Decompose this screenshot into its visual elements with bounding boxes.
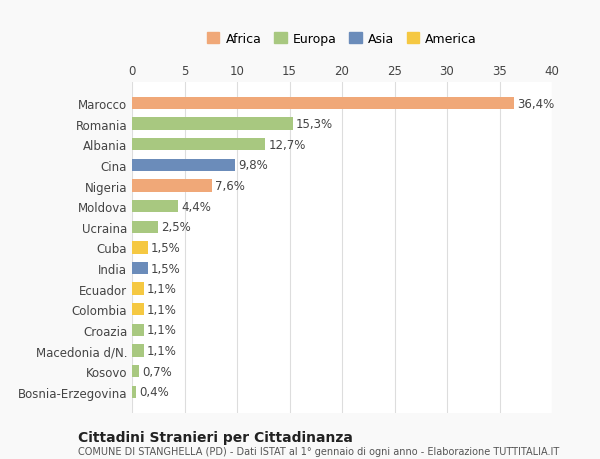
Text: 1,5%: 1,5% [151, 241, 181, 254]
Bar [132, 262, 148, 274]
Text: 7,6%: 7,6% [215, 179, 245, 193]
Text: 1,1%: 1,1% [146, 324, 176, 336]
Bar [132, 221, 158, 234]
Bar [132, 303, 143, 316]
Text: 36,4%: 36,4% [517, 97, 554, 110]
Text: Cittadini Stranieri per Cittadinanza: Cittadini Stranieri per Cittadinanza [78, 430, 353, 444]
Bar [132, 386, 136, 398]
Text: 0,7%: 0,7% [143, 365, 172, 378]
Text: 15,3%: 15,3% [296, 118, 333, 131]
Bar [132, 201, 178, 213]
Legend: Africa, Europa, Asia, America: Africa, Europa, Asia, America [203, 29, 481, 50]
Text: 1,1%: 1,1% [146, 283, 176, 296]
Text: COMUNE DI STANGHELLA (PD) - Dati ISTAT al 1° gennaio di ogni anno - Elaborazione: COMUNE DI STANGHELLA (PD) - Dati ISTAT a… [78, 447, 559, 456]
Bar [132, 283, 143, 295]
Bar [132, 242, 148, 254]
Text: 1,1%: 1,1% [146, 303, 176, 316]
Bar [132, 118, 293, 130]
Bar [132, 324, 143, 336]
Text: 1,5%: 1,5% [151, 262, 181, 275]
Bar [132, 180, 212, 192]
Text: 1,1%: 1,1% [146, 344, 176, 357]
Bar [132, 365, 139, 377]
Bar [132, 139, 265, 151]
Bar [132, 159, 235, 172]
Text: 0,4%: 0,4% [139, 386, 169, 398]
Text: 4,4%: 4,4% [181, 200, 211, 213]
Text: 12,7%: 12,7% [269, 139, 306, 151]
Bar [132, 345, 143, 357]
Bar [132, 98, 514, 110]
Text: 9,8%: 9,8% [238, 159, 268, 172]
Text: 2,5%: 2,5% [161, 221, 191, 234]
